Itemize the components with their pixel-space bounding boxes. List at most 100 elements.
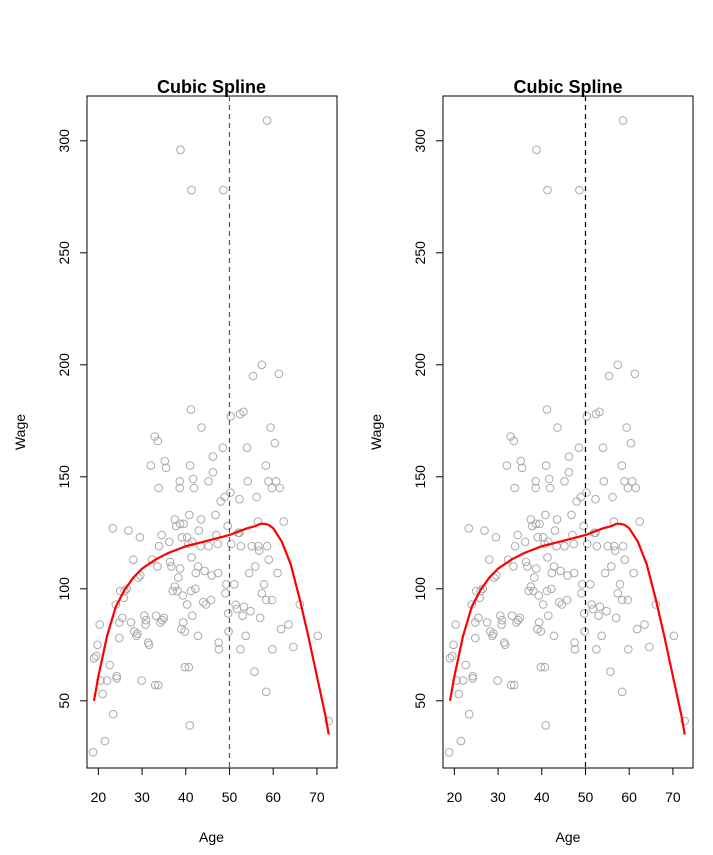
data-point bbox=[261, 687, 271, 697]
data-point bbox=[538, 533, 548, 542]
y-tick-label: 250 bbox=[412, 241, 428, 265]
data-point bbox=[177, 533, 187, 542]
right-chart-title: Cubic Spline bbox=[513, 77, 622, 97]
data-point bbox=[231, 600, 240, 609]
data-point bbox=[267, 595, 277, 605]
data-point bbox=[526, 582, 536, 591]
data-point bbox=[560, 541, 569, 551]
data-point bbox=[187, 185, 196, 195]
data-point bbox=[547, 584, 556, 594]
data-point bbox=[182, 600, 192, 609]
data-point bbox=[520, 537, 530, 547]
data-point bbox=[180, 627, 190, 636]
data-point bbox=[531, 519, 541, 529]
data-point bbox=[464, 709, 474, 719]
data-point bbox=[273, 568, 282, 578]
data-point bbox=[630, 369, 640, 379]
y-tick-label: 50 bbox=[412, 693, 428, 709]
data-point bbox=[497, 615, 507, 625]
data-point bbox=[204, 477, 213, 486]
data-point bbox=[167, 562, 176, 571]
data-point bbox=[509, 436, 519, 446]
data-point bbox=[513, 530, 523, 540]
data-point bbox=[185, 721, 194, 730]
data-point bbox=[238, 611, 247, 621]
right-spline-fit-line bbox=[448, 522, 686, 735]
data-point bbox=[502, 461, 512, 470]
data-point bbox=[531, 483, 541, 493]
data-point bbox=[456, 736, 466, 746]
data-point bbox=[613, 589, 623, 598]
data-point bbox=[133, 629, 142, 638]
data-point bbox=[188, 611, 197, 621]
data-point bbox=[108, 709, 118, 719]
data-point bbox=[324, 716, 334, 726]
data-point bbox=[180, 662, 190, 672]
data-point bbox=[257, 360, 267, 370]
data-point bbox=[645, 642, 654, 652]
data-point bbox=[607, 562, 616, 571]
data-point bbox=[188, 474, 198, 484]
data-point bbox=[595, 407, 604, 417]
data-point bbox=[569, 539, 579, 549]
x-tick-label: 60 bbox=[265, 789, 281, 805]
data-point bbox=[175, 564, 185, 573]
data-point bbox=[120, 586, 129, 596]
data-point bbox=[509, 680, 519, 690]
data-point bbox=[570, 638, 579, 647]
x-tick-label: 30 bbox=[134, 789, 150, 805]
y-tick-label: 50 bbox=[56, 693, 72, 709]
data-point bbox=[274, 369, 284, 379]
left-chart-panel: Cubic Spline Age Wage 20 30 40 50 60 70 50 100 1… bbox=[12, 77, 338, 845]
data-point bbox=[564, 468, 574, 477]
data-point bbox=[266, 423, 275, 432]
data-point bbox=[626, 438, 636, 448]
data-point bbox=[542, 405, 552, 414]
data-point bbox=[618, 541, 628, 551]
data-point bbox=[574, 443, 584, 453]
data-point bbox=[135, 533, 145, 542]
y-tick-label: 100 bbox=[412, 577, 428, 601]
data-point bbox=[182, 533, 192, 542]
data-point bbox=[680, 716, 690, 726]
data-point bbox=[236, 645, 245, 654]
data-point bbox=[562, 595, 572, 605]
data-point bbox=[261, 461, 271, 470]
data-point bbox=[493, 676, 502, 685]
data-point bbox=[244, 568, 254, 578]
x-tick-label: 50 bbox=[222, 789, 238, 805]
data-point bbox=[542, 586, 552, 596]
data-point bbox=[582, 488, 591, 497]
data-point bbox=[603, 541, 613, 551]
x-tick-label: 20 bbox=[91, 789, 107, 805]
data-point bbox=[89, 653, 99, 663]
data-point bbox=[95, 620, 104, 629]
data-point bbox=[576, 492, 586, 502]
data-point bbox=[150, 680, 160, 690]
y-tick-label: 150 bbox=[56, 465, 72, 489]
data-point bbox=[279, 517, 289, 526]
data-point bbox=[599, 477, 609, 486]
data-point bbox=[497, 620, 506, 629]
data-point bbox=[543, 185, 552, 195]
data-point bbox=[468, 674, 478, 683]
data-point bbox=[268, 645, 277, 654]
data-point bbox=[150, 432, 159, 441]
data-point bbox=[193, 631, 203, 641]
data-point bbox=[588, 604, 598, 614]
data-point bbox=[232, 604, 242, 614]
data-point bbox=[259, 580, 269, 589]
data-point bbox=[597, 631, 607, 641]
data-point bbox=[544, 611, 553, 621]
x-tick-label: 20 bbox=[447, 789, 463, 805]
data-point bbox=[241, 631, 250, 641]
data-point bbox=[623, 483, 633, 493]
data-point bbox=[239, 407, 248, 417]
data-point bbox=[531, 477, 541, 486]
data-point bbox=[176, 145, 185, 155]
data-point bbox=[529, 586, 538, 596]
data-point bbox=[610, 541, 619, 551]
data-point bbox=[611, 613, 621, 623]
data-point bbox=[224, 627, 233, 636]
data-point bbox=[186, 405, 196, 414]
